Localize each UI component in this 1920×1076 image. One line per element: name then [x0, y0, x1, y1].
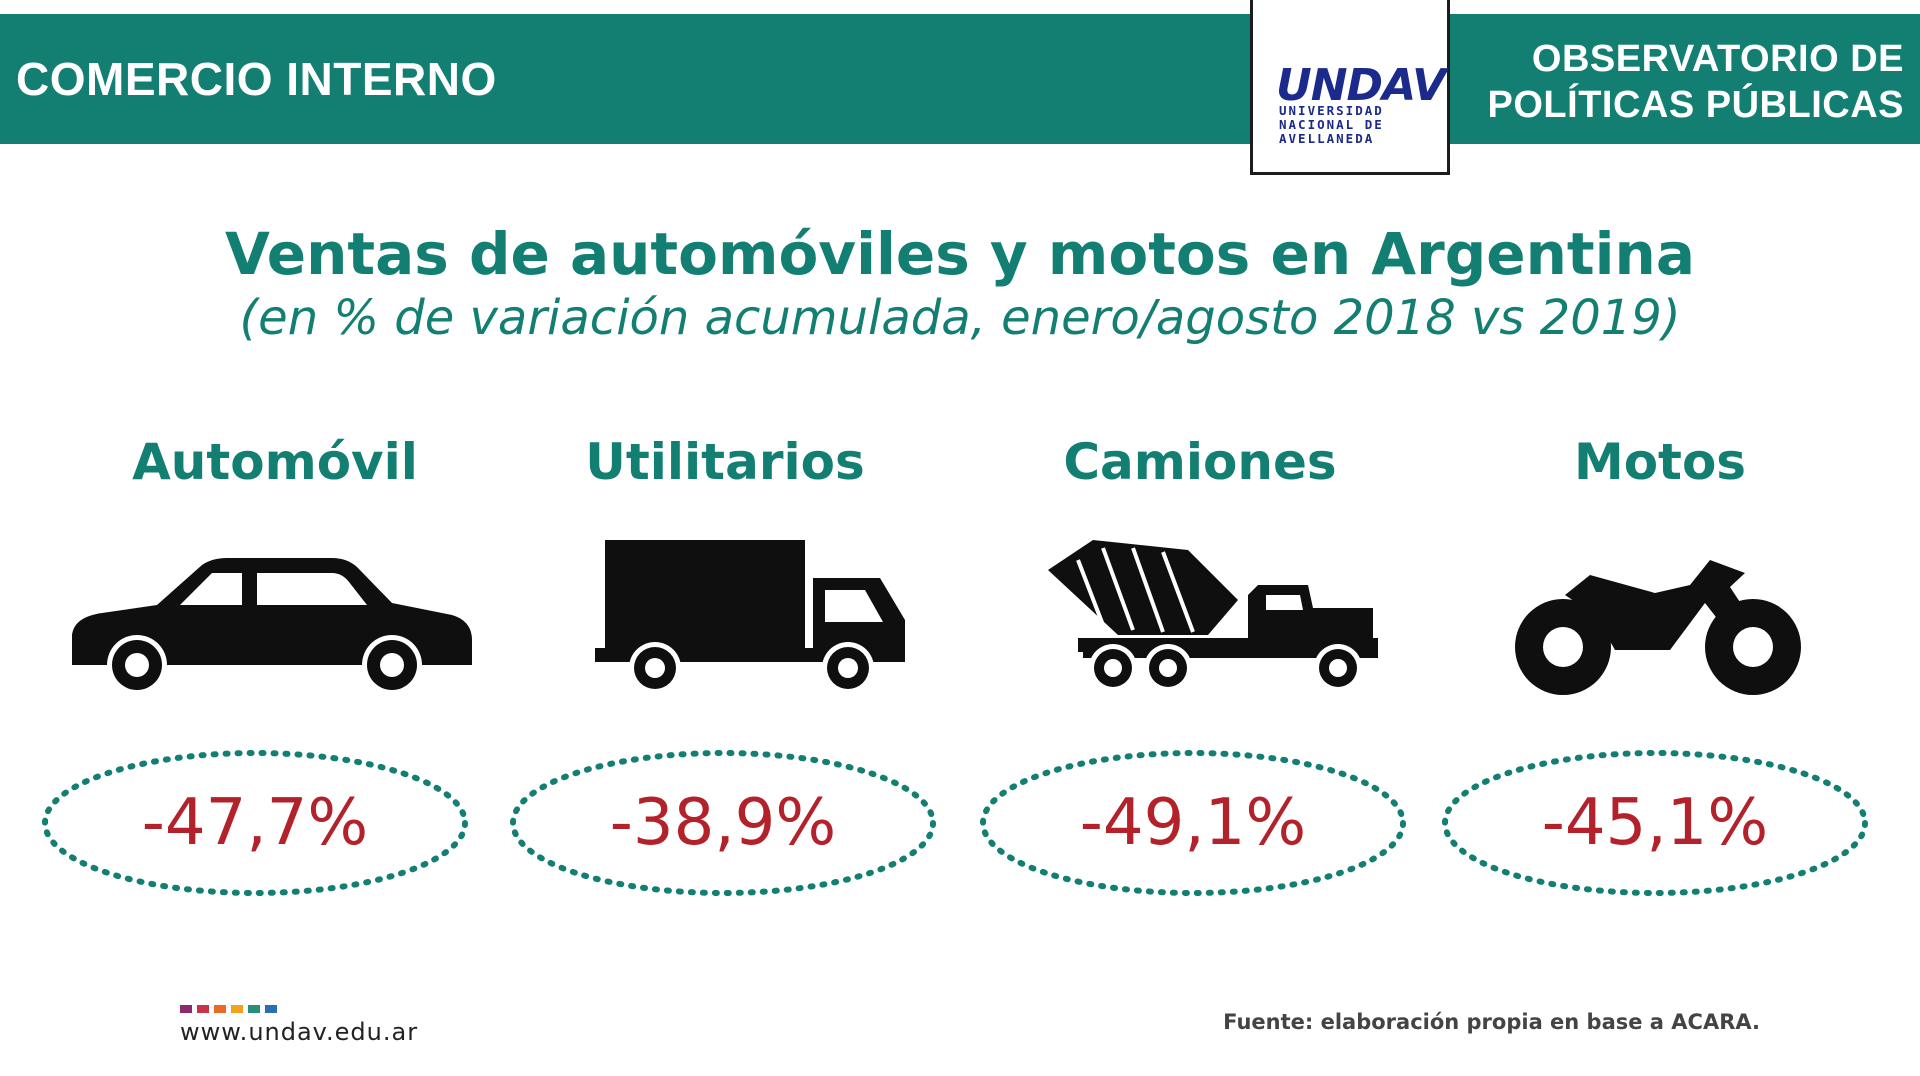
chart-title: Ventas de automóviles y motos en Argenti… [225, 220, 1695, 288]
brand-color-dots [180, 1005, 277, 1013]
brand-dot [197, 1005, 209, 1013]
value-label-automovil: -47,7% [141, 786, 369, 860]
section-title: COMERCIO INTERNO [16, 53, 497, 105]
value-bubble-automovil: -47,7% [40, 748, 470, 898]
delivery-truck-icon [595, 540, 905, 694]
observatorio-title: OBSERVATORIO DE POLÍTICAS PÚBLICAS [1488, 36, 1904, 128]
undav-logo: UNDAV UNIVERSIDAD NACIONAL DE AVELLANEDA [1250, 0, 1450, 175]
dotted-ellipse [42, 750, 468, 896]
value-label-utilitarios: -38,9% [609, 786, 837, 860]
car-icon [72, 558, 472, 695]
value-label-motos: -45,1% [1541, 786, 1769, 860]
dotted-ellipse [510, 750, 936, 896]
observatorio-line-1: OBSERVATORIO DE [1531, 38, 1904, 80]
logo-subtitle: UNIVERSIDAD NACIONAL DE AVELLANEDA [1279, 104, 1429, 146]
brand-dot [248, 1005, 260, 1013]
brand-dot [231, 1005, 243, 1013]
value-label-camiones: -49,1% [1079, 786, 1307, 860]
brand-dot [180, 1005, 192, 1013]
logo-line-2: NACIONAL DE [1279, 117, 1384, 132]
dotted-ellipse [980, 750, 1406, 896]
observatorio-line-2: POLÍTICAS PÚBLICAS [1487, 84, 1904, 126]
logo-line-1: UNIVERSIDAD [1279, 103, 1384, 118]
logo-line-3: AVELLANEDA [1279, 131, 1375, 146]
motorcycle-icon [1515, 560, 1801, 695]
value-bubble-camiones: -49,1% [978, 748, 1408, 898]
value-bubble-motos: -45,1% [1440, 748, 1870, 898]
value-bubble-utilitarios: -38,9% [508, 748, 938, 898]
category-label-motos: Motos [1573, 433, 1747, 491]
header-bar [0, 14, 1920, 144]
source-note: Fuente: elaboración propia en base a ACA… [1223, 1010, 1760, 1034]
category-label-camiones: Camiones [1063, 433, 1337, 491]
category-label-automovil: Automóvil [132, 433, 418, 491]
brand-dot [214, 1005, 226, 1013]
brand-dot [265, 1005, 277, 1013]
logo-mark: UNDAV [1276, 60, 1446, 111]
chart-subtitle: (en % de variación acumulada, enero/agos… [239, 290, 1681, 346]
footer-url[interactable]: www.undav.edu.ar [180, 1018, 419, 1046]
cement-mixer-truck-icon [1048, 540, 1378, 692]
dotted-ellipse [1442, 750, 1868, 896]
category-label-utilitarios: Utilitarios [585, 433, 865, 491]
